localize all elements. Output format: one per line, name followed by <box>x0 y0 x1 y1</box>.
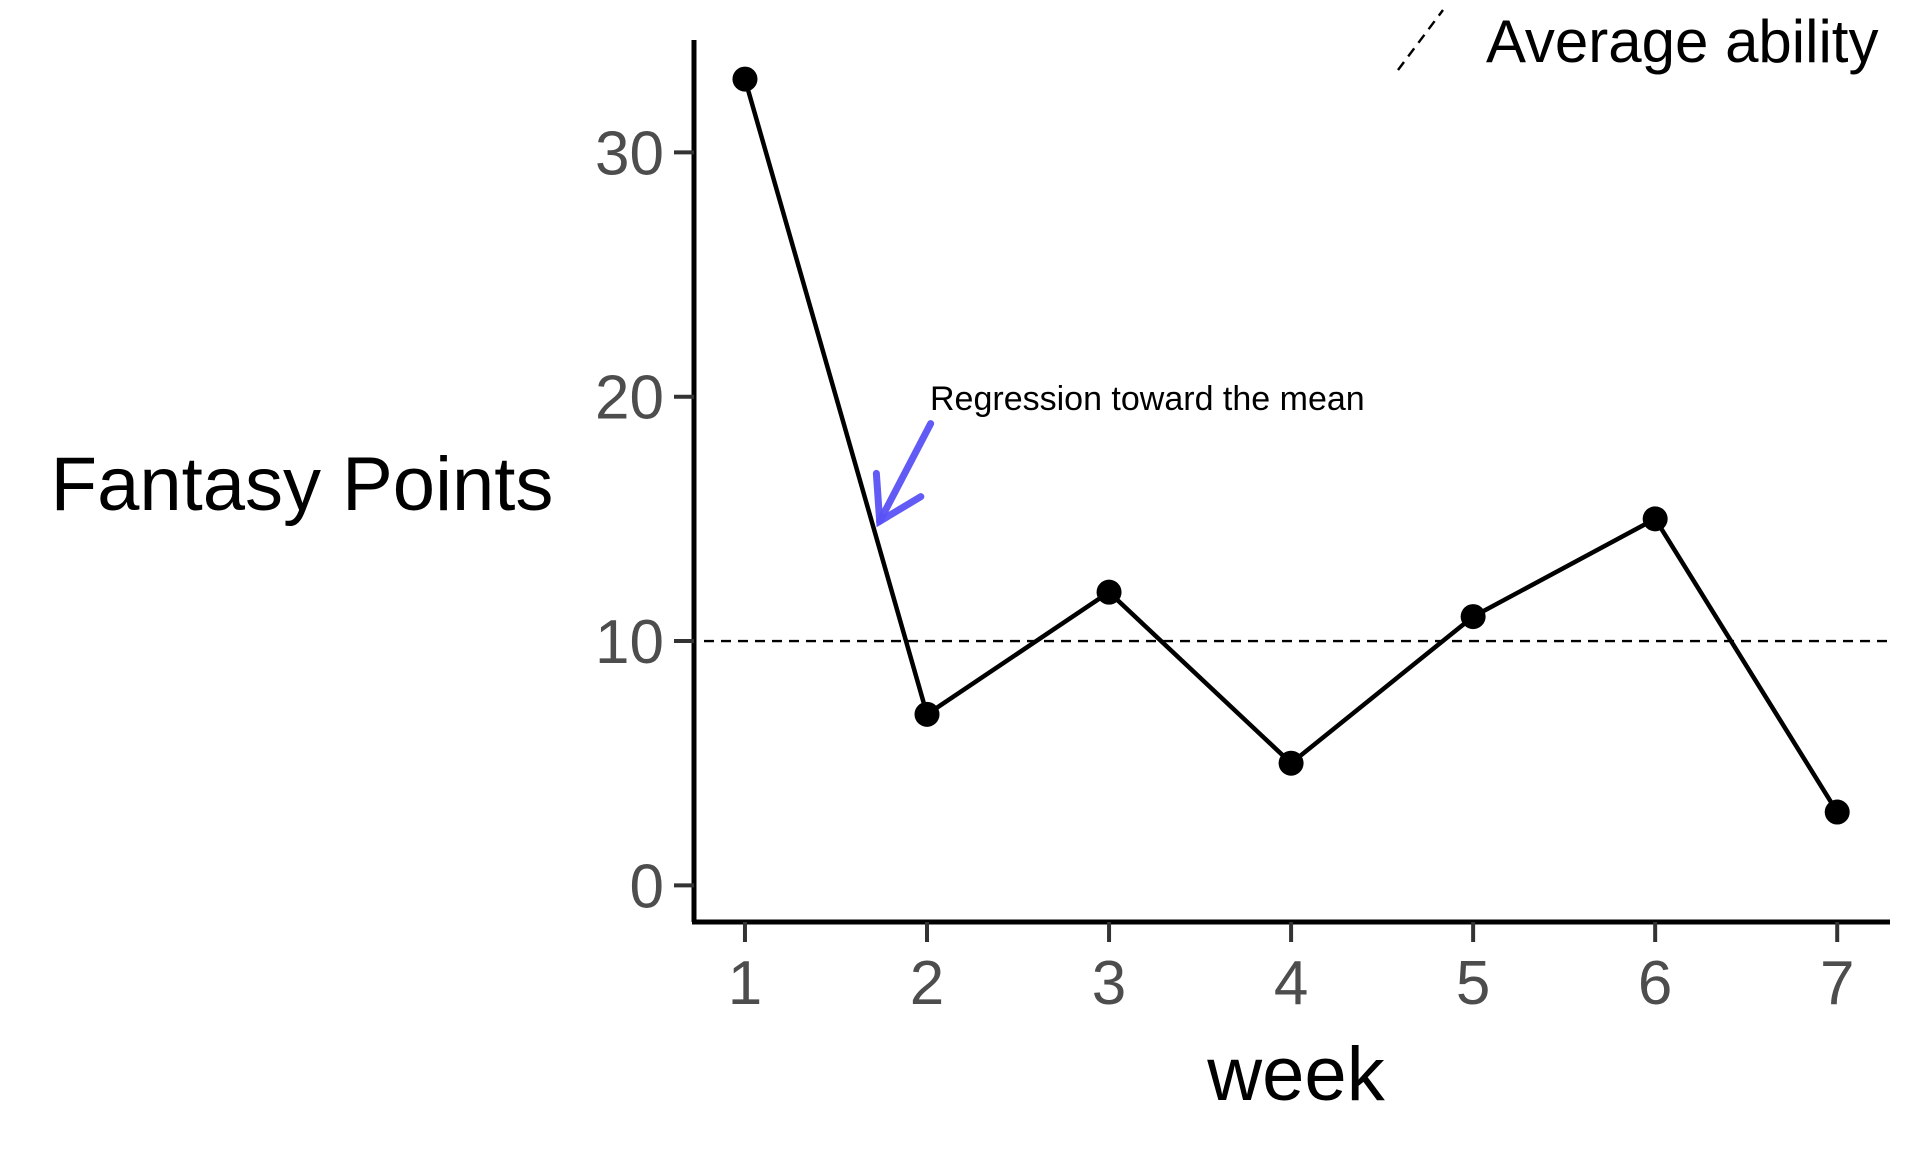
y-tick-label: 20 <box>595 364 664 433</box>
y-axis-title: Fantasy Points <box>51 442 554 527</box>
x-tick-label: 6 <box>1638 949 1672 1018</box>
x-tick-label: 5 <box>1456 949 1490 1018</box>
x-tick-label: 3 <box>1092 949 1126 1018</box>
y-tick-label: 0 <box>630 852 664 921</box>
axes: 0 10 20 30 1 2 3 4 5 6 7 <box>595 40 1890 1018</box>
legend-label: Average ability <box>1486 8 1878 75</box>
y-tick-label: 10 <box>595 608 664 677</box>
data-point <box>914 701 940 727</box>
annotation-arrow-shaft <box>876 420 935 525</box>
x-tick-label: 1 <box>728 949 762 1018</box>
annotation-layer: Regression toward the mean <box>872 380 1365 528</box>
data-point <box>1096 579 1122 605</box>
x-tick-label: 4 <box>1274 949 1308 1018</box>
data-point <box>1642 506 1668 532</box>
series-layer <box>732 66 1850 825</box>
data-point <box>1278 750 1304 776</box>
y-tick-label: 30 <box>595 119 664 188</box>
series-line <box>742 78 1840 814</box>
x-tick-label: 7 <box>1820 949 1854 1018</box>
annotation-arrowhead <box>872 469 925 528</box>
data-point <box>732 66 758 92</box>
legend: Average ability <box>1397 8 1878 75</box>
data-point <box>1824 799 1850 825</box>
data-point <box>1460 604 1486 630</box>
x-tick-label: 2 <box>910 949 944 1018</box>
legend-key-dashed <box>1397 9 1444 71</box>
annotation-text: Regression toward the mean <box>930 380 1365 418</box>
x-axis-title: week <box>1206 1032 1385 1117</box>
